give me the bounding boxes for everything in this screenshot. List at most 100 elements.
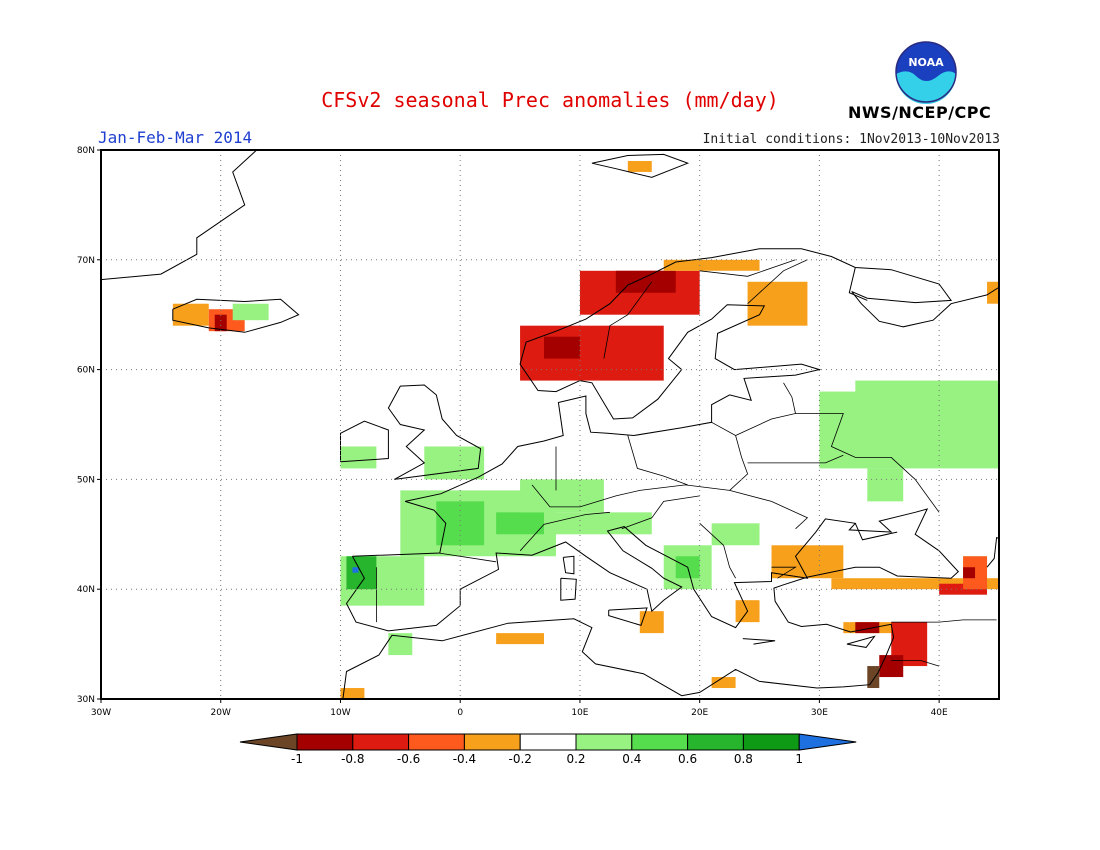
lon-tick-label: 30W	[91, 708, 111, 718]
coastline	[591, 153, 690, 178]
coastline	[848, 267, 868, 301]
anomaly-lofoten	[615, 270, 676, 293]
colorbar-label: -0.4	[453, 752, 476, 766]
lat-tick-label: 60N	[77, 366, 95, 376]
coastline	[340, 420, 389, 463]
coastline	[608, 607, 648, 627]
country-border	[627, 435, 688, 486]
anomaly-cyprus-core	[855, 622, 880, 634]
colorbar-label: -0.6	[397, 752, 420, 766]
anomaly-alps	[555, 512, 652, 535]
anomaly-russia	[819, 391, 999, 469]
anomaly-georgia-core	[963, 567, 976, 579]
anomaly-bulgaria	[771, 545, 844, 579]
country-border	[747, 454, 844, 464]
lon-tick-label: 0	[457, 708, 463, 718]
anomaly-sicily	[639, 611, 664, 634]
coastline	[562, 555, 575, 575]
lat-tick-label: 70N	[77, 256, 95, 266]
anomaly-morocco	[388, 633, 413, 656]
country-border	[729, 490, 809, 530]
colorbar-segment	[519, 733, 577, 751]
coastline	[986, 536, 999, 568]
anomaly-libya	[711, 677, 736, 689]
initial-conditions: Initial conditions: 1Nov2013-10Nov2013	[702, 132, 1000, 147]
lat-tick-label: 50N	[77, 475, 95, 485]
anomaly-east-edge	[987, 281, 999, 304]
anomaly-central-europe	[520, 479, 604, 513]
country-border	[891, 660, 940, 667]
anomaly-svalbard	[627, 160, 652, 172]
anomaly-iceland-west	[172, 303, 209, 326]
anomaly-bergen	[544, 336, 580, 359]
lon-tick-label: 30E	[811, 708, 828, 718]
coastline	[387, 384, 482, 480]
anomaly-algeria	[496, 633, 545, 645]
anomaly-ukraine	[867, 468, 904, 502]
colorbar-segment	[296, 733, 354, 751]
lon-tick-label: 10W	[330, 708, 350, 718]
lat-tick-label: 80N	[77, 146, 95, 156]
coastline	[854, 523, 898, 541]
colorbar-label: 0.8	[734, 752, 753, 766]
colorbar-segment	[408, 733, 465, 751]
country-border	[621, 495, 700, 530]
noaa-logo-text: NOAA	[908, 56, 944, 69]
country-border	[771, 566, 797, 579]
forecast-period: Jan-Feb-Mar 2014	[98, 128, 253, 147]
coastline	[560, 577, 577, 601]
anomaly-turkey	[831, 578, 999, 590]
lat-tick-label: 40N	[77, 585, 95, 595]
colorbar-label: -0.8	[341, 752, 364, 766]
coastline	[101, 150, 258, 281]
colorbar-label: -0.2	[508, 752, 531, 766]
country-border	[735, 382, 796, 436]
coastline	[352, 248, 999, 557]
colorbar-segment	[742, 733, 800, 751]
lon-tick-label: 20E	[691, 708, 708, 718]
anomaly-romania	[711, 523, 760, 546]
coastline	[342, 508, 960, 699]
page-title: CFSv2 seasonal Prec anomalies (mm/day)	[321, 88, 779, 112]
map-frame	[100, 149, 1000, 700]
anomaly-morocco-south	[340, 688, 365, 699]
anomaly-levant	[867, 666, 880, 689]
colorbar-label: 0.2	[566, 752, 585, 766]
country-border	[699, 523, 736, 579]
anomaly-iceland-wet	[232, 303, 269, 321]
lon-tick-label: 40E	[931, 708, 948, 718]
colorbar-high-arrow	[798, 733, 857, 751]
country-border	[531, 484, 730, 508]
coastline	[846, 635, 876, 648]
colorbar-segment	[575, 733, 633, 751]
anomaly-france-wet	[436, 501, 485, 546]
colorbar-label: 0.6	[678, 752, 697, 766]
anomaly-finnmark	[663, 259, 760, 271]
colorbar-segment	[687, 733, 744, 751]
anomaly-france-wet	[496, 512, 545, 535]
country-border	[438, 552, 497, 563]
anomaly-ireland	[340, 446, 377, 469]
country-border	[891, 619, 997, 623]
anomaly-russia	[855, 380, 999, 403]
colorbar-segment	[463, 733, 521, 751]
country-border	[699, 259, 796, 277]
colorbar-segment	[352, 733, 410, 751]
agency-label: NWS/NCEP/CPC	[848, 103, 992, 122]
lat-tick-label: 30N	[77, 695, 95, 705]
country-border	[795, 413, 940, 513]
anomaly-syria-core	[879, 655, 904, 678]
colorbar-label: 1	[795, 752, 803, 766]
colorbar-segment	[631, 733, 689, 751]
anomaly-norway-coast	[520, 325, 664, 381]
anomaly-nw-iberia-max	[352, 567, 359, 573]
lon-tick-label: 20W	[211, 708, 231, 718]
country-border	[603, 281, 653, 359]
lon-tick-label: 10E	[571, 708, 588, 718]
colorbar-low-arrow	[239, 733, 298, 751]
country-border	[519, 511, 610, 552]
colorbar-label: 0.4	[622, 752, 641, 766]
country-border	[747, 259, 808, 304]
coastline	[742, 638, 776, 645]
